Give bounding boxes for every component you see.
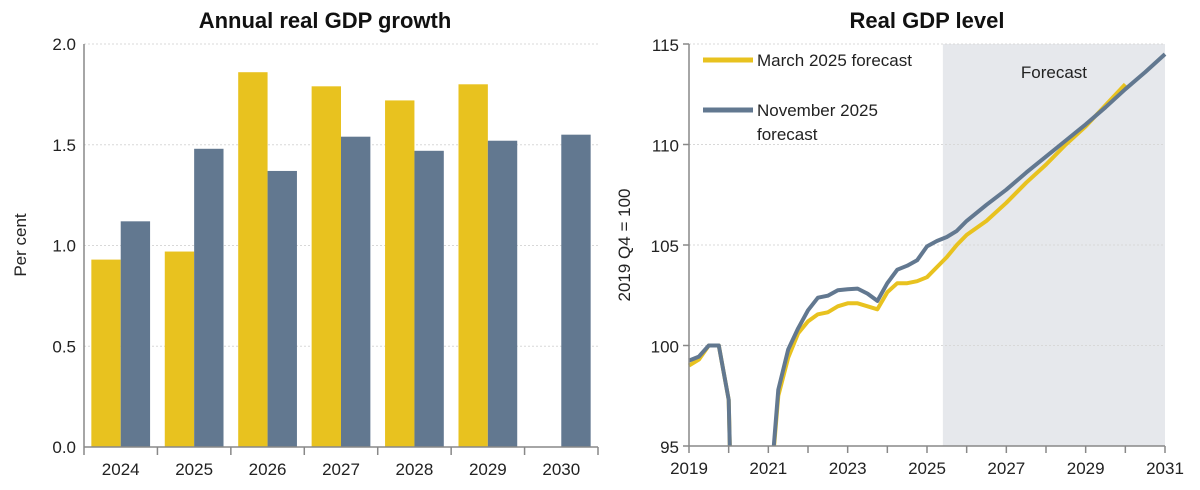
y-tick-label: 115: [652, 36, 679, 55]
x-tick-label: 2029: [1067, 459, 1105, 478]
y-tick-label: 95: [660, 438, 679, 457]
line-chart-gdp-level: Forecast Real GDP level 2019 Q4 = 100 95…: [615, 8, 1184, 478]
bar-2029-march: [458, 84, 488, 448]
legend-label-march: March 2025 forecast: [757, 51, 912, 70]
chart-title: Annual real GDP growth: [199, 8, 452, 33]
y-axis-label: 2019 Q4 = 100: [615, 189, 634, 302]
x-tick-label: 2023: [829, 459, 867, 478]
bar-2028-march: [385, 100, 415, 448]
x-tick-label: 2026: [249, 460, 287, 479]
y-tick-label: 1.0: [52, 237, 76, 256]
y-tick-label: 110: [652, 137, 679, 156]
x-tick-label: 2028: [396, 460, 434, 479]
x-tick-label: 2027: [322, 460, 360, 479]
x-tick-label: 2029: [469, 460, 507, 479]
x-tick-label: 2031: [1146, 459, 1184, 478]
legend: March 2025 forecast November 2025 foreca…: [703, 51, 912, 144]
legend-label-november-cont: forecast: [757, 125, 818, 144]
bar-chart-annual-growth: Annual real GDP growth Per cent 0.0 0.5 1.…: [11, 8, 599, 479]
bar-2028-november: [414, 150, 444, 448]
x-tick-label: 2025: [908, 459, 946, 478]
y-axis-label: Per cent: [11, 213, 30, 277]
forecast-label: Forecast: [1021, 63, 1087, 82]
bar-2027-march: [311, 86, 341, 447]
x-tick-label: 2030: [542, 460, 580, 479]
bar-2026-november: [267, 170, 297, 447]
bar-2025-november: [194, 148, 224, 447]
x-tick-label: 2024: [102, 460, 140, 479]
y-tick-label: 100: [651, 338, 679, 357]
bar-2024-march: [91, 259, 121, 447]
x-tick-label: 2025: [175, 460, 213, 479]
series-line-november: [688, 52, 1167, 447]
x-tick-label: 2027: [987, 459, 1025, 478]
bar-2024-november: [120, 221, 151, 447]
y-tick-label: 1.5: [52, 136, 76, 155]
y-tick-label: 0.0: [52, 438, 76, 457]
bar-2025-march: [164, 251, 195, 447]
y-tick-label: 2.0: [52, 35, 76, 54]
y-tick-label: 105: [651, 237, 679, 256]
bar-2026-march: [238, 72, 268, 448]
chart-title: Real GDP level: [850, 8, 1005, 33]
bar-2027-november: [341, 136, 371, 447]
legend-label-november: November 2025: [757, 101, 878, 120]
y-tick-label: 0.5: [52, 337, 76, 356]
bar-2030-november: [561, 134, 591, 448]
x-tick-label: 2019: [670, 459, 708, 478]
x-tick-label: 2021: [749, 459, 787, 478]
bar-2029-november: [487, 140, 518, 447]
